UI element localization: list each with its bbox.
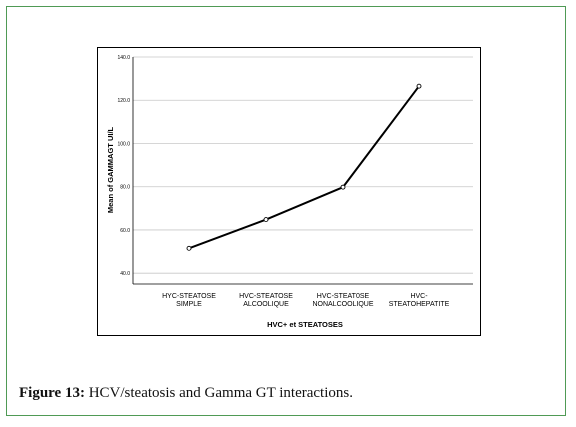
data-point [263,217,269,223]
caption-label: Figure 13: [19,385,85,401]
y-tick-label: 140.0 [117,55,130,61]
y-axis-label: Mean of GAMMAGT UI/L [106,126,115,213]
x-tick-label: HYC-STEATOSE SIMPLE [162,293,216,308]
data-point [340,184,346,190]
y-tick-label: 120.0 [117,98,130,104]
y-tick-label: 80.0 [120,185,130,191]
x-tick-label: HVC-STEATOHEPATITE [389,293,450,308]
chart-panel [97,47,481,336]
data-series [186,83,422,251]
x-axis-label: HVC+ et STEATOSES [267,320,343,329]
data-point [416,83,422,89]
x-tick-label: HVC-STEAT0SE NONALCOOLIQUE [312,293,373,308]
y-tick-label: 60.0 [120,228,130,234]
axes [132,57,473,285]
data-point [186,245,192,251]
x-tick-labels: HYC-STEATOSE SIMPLE HVC-STEATOSE ALCOOLIQUE… [162,293,450,308]
caption-text: HCV/steatosis and Gamma GT interactions. [84,385,353,401]
gridlines [133,56,473,274]
y-tick-label: 100.0 [117,141,130,147]
y-tick-label: 40.0 [120,271,130,277]
series-line [188,85,420,250]
figure-caption: Figure 13: HCV/steatosis and Gamma GT in… [19,385,353,402]
x-tick-label: HVC-STEATOSE ALCOOLIQUE [239,293,293,308]
y-tick-labels: 40.0 60.0 80.0 100.0 120.0 140.0 [117,55,130,277]
